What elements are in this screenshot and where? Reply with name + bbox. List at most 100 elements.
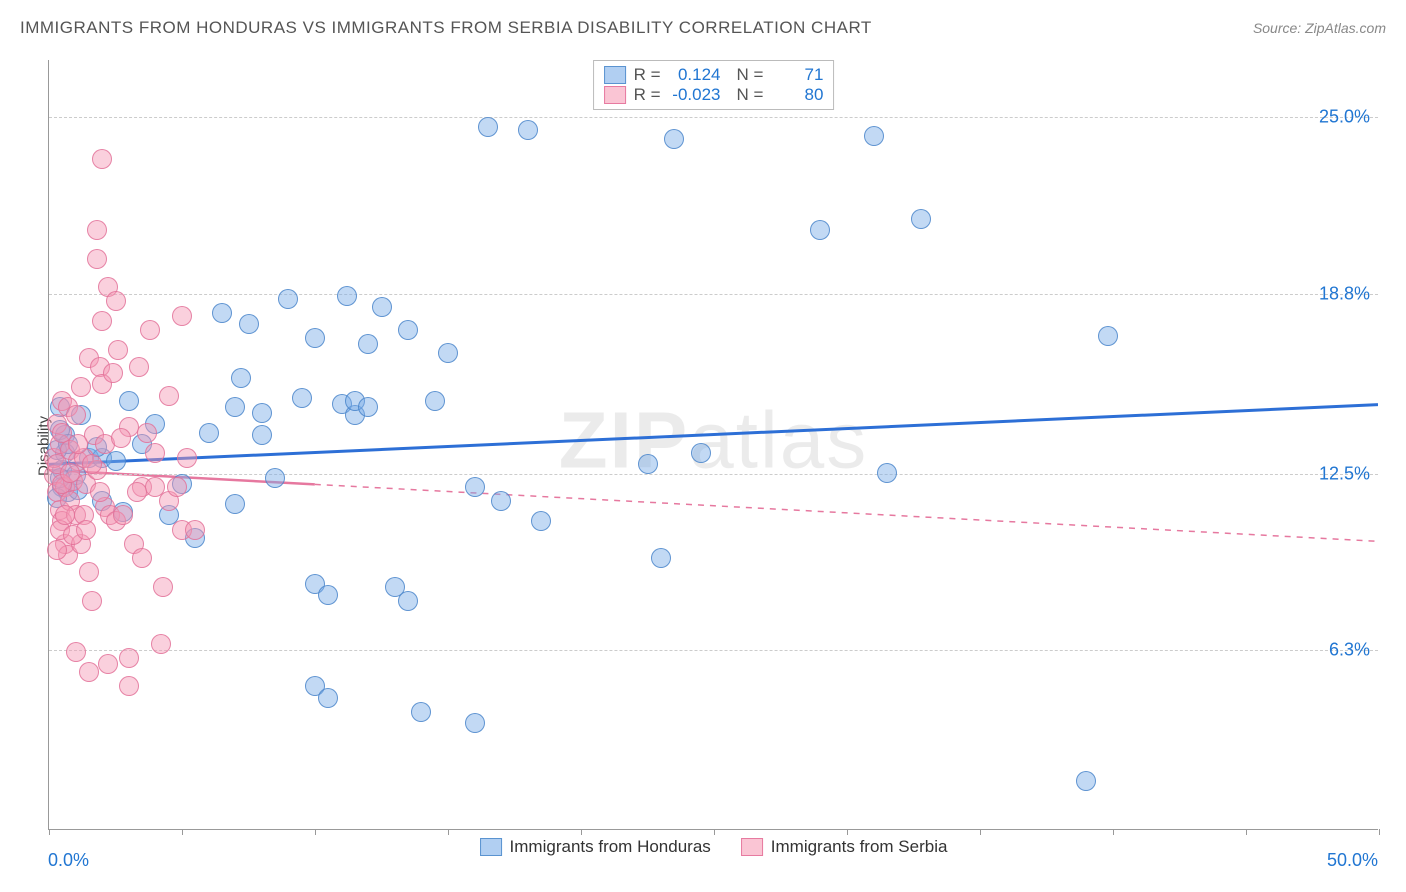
x-tick <box>714 829 715 835</box>
y-tick-label: 25.0% <box>1319 107 1370 128</box>
data-point <box>225 494 245 514</box>
y-tick-label: 12.5% <box>1319 463 1370 484</box>
source-attribution: Source: ZipAtlas.com <box>1253 20 1386 36</box>
data-point <box>638 454 658 474</box>
data-point <box>145 443 165 463</box>
data-point <box>911 209 931 229</box>
data-point <box>305 328 325 348</box>
data-point <box>810 220 830 240</box>
data-point <box>87 220 107 240</box>
data-point <box>90 482 110 502</box>
data-point <box>185 520 205 540</box>
data-point <box>664 129 684 149</box>
data-point <box>132 548 152 568</box>
data-point <box>119 648 139 668</box>
data-point <box>92 311 112 331</box>
data-point <box>292 388 312 408</box>
legend-series: Immigrants from Honduras Immigrants from… <box>480 837 948 857</box>
plot-area: ZIPatlas R =0.124 N =71 R =-0.023 N =80 … <box>48 60 1378 830</box>
legend-stats: R =0.124 N =71 R =-0.023 N =80 <box>593 60 835 110</box>
data-point <box>71 377 91 397</box>
data-point <box>337 286 357 306</box>
legend-label-honduras: Immigrants from Honduras <box>510 837 711 857</box>
data-point <box>47 540 67 560</box>
data-point <box>1098 326 1118 346</box>
grid-line <box>49 650 1378 651</box>
data-point <box>108 340 128 360</box>
data-point <box>864 126 884 146</box>
data-point <box>87 249 107 269</box>
data-point <box>140 320 160 340</box>
data-point <box>92 149 112 169</box>
data-point <box>465 713 485 733</box>
data-point <box>691 443 711 463</box>
data-point <box>111 428 131 448</box>
data-point <box>60 463 80 483</box>
trend-lines-svg <box>49 60 1378 829</box>
data-point <box>79 662 99 682</box>
legend-row-serbia: R =-0.023 N =80 <box>604 85 824 105</box>
x-tick <box>49 829 50 835</box>
data-point <box>82 454 102 474</box>
data-point <box>55 505 75 525</box>
data-point <box>877 463 897 483</box>
legend-item-honduras: Immigrants from Honduras <box>480 837 711 857</box>
data-point <box>113 505 133 525</box>
data-point <box>358 334 378 354</box>
data-point <box>159 386 179 406</box>
data-point <box>106 451 126 471</box>
x-tick <box>1113 829 1114 835</box>
data-point <box>265 468 285 488</box>
data-point <box>252 403 272 423</box>
data-point <box>478 117 498 137</box>
data-point <box>252 425 272 445</box>
data-point <box>651 548 671 568</box>
data-point <box>76 520 96 540</box>
data-point <box>398 591 418 611</box>
data-point <box>1076 771 1096 791</box>
data-point <box>231 368 251 388</box>
data-point <box>153 577 173 597</box>
x-min-label: 0.0% <box>48 850 89 871</box>
data-point <box>79 562 99 582</box>
data-point <box>465 477 485 497</box>
x-tick <box>448 829 449 835</box>
x-tick <box>980 829 981 835</box>
data-point <box>137 423 157 443</box>
data-point <box>212 303 232 323</box>
data-point <box>103 363 123 383</box>
data-point <box>129 357 149 377</box>
data-point <box>225 397 245 417</box>
data-point <box>66 642 86 662</box>
x-tick <box>1379 829 1380 835</box>
data-point <box>278 289 298 309</box>
data-point <box>151 634 171 654</box>
data-point <box>318 688 338 708</box>
data-point <box>82 591 102 611</box>
data-point <box>358 397 378 417</box>
data-point <box>411 702 431 722</box>
data-point <box>518 120 538 140</box>
grid-line <box>49 117 1378 118</box>
data-point <box>239 314 259 334</box>
data-point <box>531 511 551 531</box>
x-tick <box>1246 829 1247 835</box>
data-point <box>438 343 458 363</box>
data-point <box>177 448 197 468</box>
chart-title: IMMIGRANTS FROM HONDURAS VS IMMIGRANTS F… <box>20 18 872 38</box>
data-point <box>119 391 139 411</box>
x-max-label: 50.0% <box>1327 850 1378 871</box>
x-tick <box>847 829 848 835</box>
data-point <box>98 654 118 674</box>
data-point <box>167 477 187 497</box>
data-point <box>106 291 126 311</box>
legend-row-honduras: R =0.124 N =71 <box>604 65 824 85</box>
data-point <box>199 423 219 443</box>
data-point <box>372 297 392 317</box>
y-tick-label: 6.3% <box>1329 640 1370 661</box>
x-tick <box>581 829 582 835</box>
legend-label-serbia: Immigrants from Serbia <box>771 837 948 857</box>
swatch-blue <box>604 66 626 84</box>
swatch-blue-icon <box>480 838 502 856</box>
swatch-pink <box>604 86 626 104</box>
